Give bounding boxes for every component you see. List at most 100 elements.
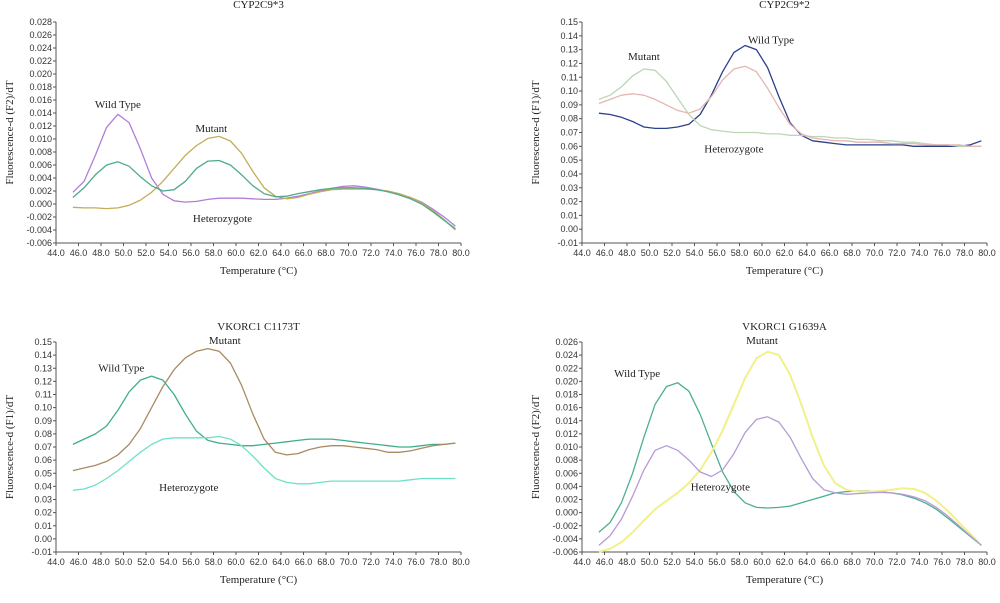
chart-panel-3: VKORC1 C1173T 44.0 46.0 48.0 50.0 52.0 54.0 56.… (4, 321, 470, 586)
x-tick-label: 50.0 (115, 557, 133, 567)
x-tick-label: 70.0 (866, 248, 884, 258)
series-line-2 (72, 135, 456, 231)
chart-title: CYP2C9*2 (759, 0, 810, 11)
x-tick-label: 64.0 (272, 248, 290, 258)
y-tick-label: 0.02 (34, 508, 52, 518)
y-tick-label: 0.022 (29, 56, 52, 66)
x-tick-label: 60.0 (227, 557, 245, 567)
y-tick-label: 0.13 (560, 45, 578, 55)
curve-annotation: Mutant (746, 335, 778, 347)
y-axis-label: Fluorescence-d (F2)/dT (530, 395, 542, 499)
x-tick-label: 52.0 (663, 248, 681, 258)
y-tick-label: 0.022 (555, 363, 578, 373)
y-tick-label: 0.12 (34, 376, 52, 386)
y-tick-label: 0.06 (560, 141, 578, 151)
x-tick-label: 60.0 (227, 248, 245, 258)
y-tick-label: 0.004 (29, 173, 52, 183)
y-tick-label: -0.002 (26, 212, 52, 222)
x-tick-label: 44.0 (573, 557, 591, 567)
y-tick-label: 0.016 (29, 95, 52, 105)
chart-panel-4: VKORC1 G1639A 44.0 46.0 48.0 50.0 52.0 54.0 56.… (530, 321, 996, 586)
x-tick-label: 62.0 (250, 248, 268, 258)
y-tick-label: 0.15 (560, 17, 578, 27)
y-tick-label: 0.006 (29, 160, 52, 170)
y-tick-label: 0.04 (34, 481, 52, 491)
y-tick-label: 0.01 (560, 210, 578, 220)
y-tick-label: -0.01 (31, 547, 52, 557)
x-tick-label: 54.0 (160, 557, 178, 567)
y-tick-label: 0.00 (560, 224, 578, 234)
x-tick-label: 44.0 (573, 248, 591, 258)
x-tick-label: 78.0 (956, 557, 974, 567)
series-line-2 (598, 68, 982, 147)
y-tick-label: 0.012 (555, 429, 578, 439)
x-tick-label: 58.0 (731, 248, 749, 258)
x-tick-label: 60.0 (753, 248, 771, 258)
y-tick-label: 0.05 (34, 468, 52, 478)
x-tick-label: 76.0 (933, 557, 951, 567)
y-tick-label: -0.006 (26, 238, 52, 248)
y-tick-label: 0.03 (34, 495, 52, 505)
curve-annotation: Wild Type (98, 363, 144, 375)
y-tick-label: 0.03 (560, 183, 578, 193)
x-tick-label: 68.0 (317, 557, 335, 567)
y-tick-label: 0.10 (560, 86, 578, 96)
y-tick-label: 0.14 (34, 350, 52, 360)
x-tick-label: 62.0 (776, 248, 794, 258)
y-tick-label: 0.15 (34, 337, 52, 347)
x-tick-label: 74.0 (911, 248, 929, 258)
curve-annotation: Heterozygote (691, 481, 750, 493)
x-tick-label: 72.0 (888, 557, 906, 567)
x-tick-label: 52.0 (137, 557, 155, 567)
y-tick-label: 0.01 (34, 521, 52, 531)
y-tick-label: 0.000 (29, 199, 52, 209)
x-tick-label: 76.0 (407, 248, 425, 258)
curve-annotation: Heterozygote (704, 144, 763, 156)
y-tick-label: 0.004 (555, 481, 578, 491)
x-tick-label: 54.0 (686, 557, 704, 567)
x-tick-label: 66.0 (295, 557, 313, 567)
y-tick-label: 0.028 (29, 17, 52, 27)
curve-annotation: Wild Type (95, 99, 141, 111)
x-tick-label: 44.0 (47, 557, 65, 567)
x-tick-label: 70.0 (866, 557, 884, 567)
x-tick-label: 80.0 (978, 557, 996, 567)
x-tick-label: 74.0 (385, 248, 403, 258)
y-tick-label: -0.01 (557, 238, 578, 248)
series-line-3 (72, 435, 456, 491)
x-tick-label: 64.0 (798, 248, 816, 258)
x-tick-label: 46.0 (70, 557, 88, 567)
x-tick-label: 58.0 (205, 248, 223, 258)
y-tick-label: 0.008 (29, 147, 52, 157)
curve-annotation: Wild Type (614, 368, 660, 380)
y-tick-label: 0.020 (555, 376, 578, 386)
y-tick-label: 0.006 (555, 468, 578, 478)
y-tick-label: 0.014 (29, 108, 52, 118)
series-line-3 (72, 159, 456, 230)
x-tick-label: 56.0 (708, 248, 726, 258)
y-tick-label: 0.024 (555, 350, 578, 360)
x-tick-label: 64.0 (798, 557, 816, 567)
x-tick-label: 46.0 (596, 248, 614, 258)
series-line-3 (598, 416, 982, 546)
x-tick-label: 72.0 (362, 248, 380, 258)
x-tick-label: 72.0 (362, 557, 380, 567)
x-tick-label: 62.0 (776, 557, 794, 567)
y-tick-label: 0.026 (29, 30, 52, 40)
x-tick-label: 50.0 (641, 248, 659, 258)
y-tick-label: 0.000 (555, 508, 578, 518)
curve-annotation: Mutant (628, 51, 660, 63)
y-tick-label: -0.006 (552, 547, 578, 557)
chart-title: VKORC1 G1639A (742, 321, 827, 333)
y-tick-label: -0.004 (26, 225, 52, 235)
x-tick-label: 68.0 (843, 248, 861, 258)
y-tick-label: 0.018 (29, 82, 52, 92)
x-tick-label: 52.0 (137, 248, 155, 258)
y-tick-label: -0.002 (552, 521, 578, 531)
series-line-2 (598, 350, 983, 553)
y-axis-label: Fluorescence-d (F1)/dT (530, 80, 542, 184)
y-tick-label: 0.010 (29, 134, 52, 144)
x-tick-label: 54.0 (160, 248, 178, 258)
x-tick-label: 54.0 (686, 248, 704, 258)
